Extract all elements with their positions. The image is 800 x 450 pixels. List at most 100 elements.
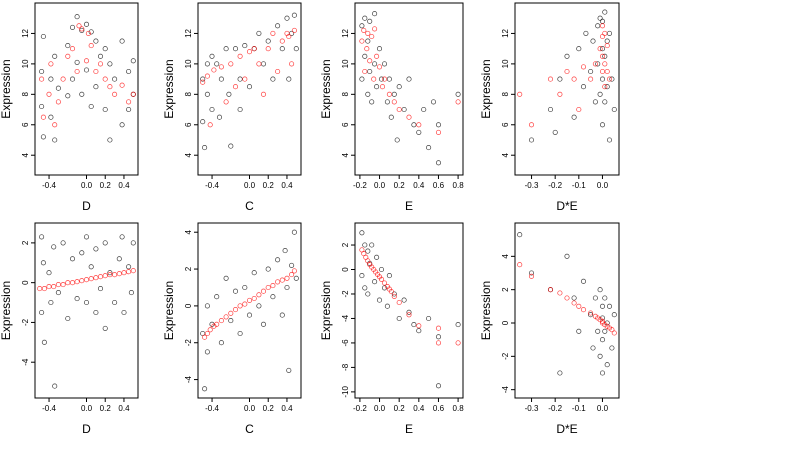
data-point <box>374 84 380 90</box>
data-point <box>226 91 232 97</box>
data-point <box>237 303 243 309</box>
plot-frame <box>514 2 620 176</box>
data-point <box>256 61 262 67</box>
series-1 <box>359 230 461 389</box>
data-point <box>588 312 594 318</box>
series-2 <box>517 23 613 128</box>
data-point <box>237 53 243 59</box>
data-point <box>291 268 297 274</box>
data-point <box>416 323 422 329</box>
data-point <box>599 33 606 40</box>
y-tick-label: 4 <box>501 152 510 157</box>
data-point <box>599 303 606 309</box>
x-tick-label: 0.6 <box>433 181 445 190</box>
data-point <box>372 11 378 17</box>
data-point <box>592 99 598 105</box>
data-point <box>384 303 390 309</box>
x-tick-label: -0.4 <box>42 404 56 413</box>
data-point <box>564 295 570 301</box>
data-point <box>218 340 224 346</box>
data-point <box>260 288 267 294</box>
x-axis-label: D <box>82 199 91 213</box>
data-point <box>289 61 295 67</box>
panel-3: -0.2 0.0 0.2 0.4 0.6 0.8 4 6 8 10 12 E Expression <box>319 2 464 213</box>
data-point <box>242 301 248 307</box>
data-point <box>606 303 613 309</box>
x-axis-label: E <box>405 422 413 436</box>
data-point <box>214 321 220 327</box>
y-axis-label: Expression <box>162 59 176 118</box>
x-tick-label: -0.2 <box>353 181 367 190</box>
data-point <box>359 23 365 29</box>
data-point <box>286 367 292 373</box>
data-point <box>557 76 563 82</box>
data-point <box>55 99 61 105</box>
data-point <box>401 106 407 113</box>
data-point <box>394 137 400 143</box>
data-point <box>270 30 276 36</box>
data-point <box>386 76 392 82</box>
x-axis-label: E <box>405 199 413 213</box>
data-point <box>362 53 368 59</box>
x-tick-label: 0.2 <box>263 404 275 413</box>
y-tick-label: -6 <box>341 339 350 347</box>
data-point <box>232 307 239 313</box>
data-point <box>361 27 367 33</box>
data-point <box>557 290 563 296</box>
data-point <box>426 315 432 322</box>
data-point <box>65 53 71 59</box>
y-tick-label: 12 <box>341 28 350 37</box>
data-point <box>599 23 606 29</box>
data-point <box>246 312 253 318</box>
data-point <box>223 314 229 320</box>
x-tick-label: -0.4 <box>42 181 56 190</box>
x-tick-label: 0.2 <box>394 404 406 413</box>
data-point <box>202 334 208 340</box>
data-point <box>421 106 427 113</box>
data-point <box>83 67 90 73</box>
y-tick-label: -4 <box>501 386 510 394</box>
data-point <box>228 310 234 316</box>
data-point <box>588 68 594 75</box>
data-point <box>381 76 388 82</box>
data-point <box>406 114 412 120</box>
data-point <box>599 318 606 324</box>
data-point <box>528 273 535 279</box>
data-point <box>528 122 535 128</box>
data-point <box>260 61 267 67</box>
data-point <box>93 275 99 281</box>
data-point <box>602 9 608 15</box>
data-point <box>37 286 43 292</box>
data-point <box>604 38 610 44</box>
data-point <box>369 242 375 248</box>
data-point <box>107 84 113 90</box>
data-point <box>112 299 118 306</box>
y-tick-label: -4 <box>341 314 350 322</box>
data-point <box>609 327 615 333</box>
data-point <box>564 53 570 59</box>
data-point <box>60 76 66 82</box>
data-point <box>378 266 385 273</box>
series-2 <box>359 247 461 346</box>
x-tick-label: 0.0 <box>81 181 93 190</box>
y-axis-label: Expression <box>319 281 333 340</box>
x-axis-label: D <box>82 422 91 436</box>
data-point <box>270 294 276 300</box>
data-point <box>130 91 136 97</box>
data-point <box>435 129 442 135</box>
data-point <box>74 14 80 20</box>
data-point <box>580 278 587 284</box>
data-point <box>52 122 58 128</box>
x-tick-label: 0.4 <box>413 181 425 190</box>
series-1 <box>528 9 617 143</box>
data-point <box>102 46 108 52</box>
data-point <box>204 303 210 309</box>
data-point <box>48 299 54 306</box>
data-point <box>435 122 442 128</box>
data-point <box>207 327 213 333</box>
data-point <box>55 290 61 296</box>
series-1 <box>200 229 299 392</box>
data-point <box>388 288 394 295</box>
data-point <box>223 46 229 52</box>
data-point <box>107 61 113 67</box>
